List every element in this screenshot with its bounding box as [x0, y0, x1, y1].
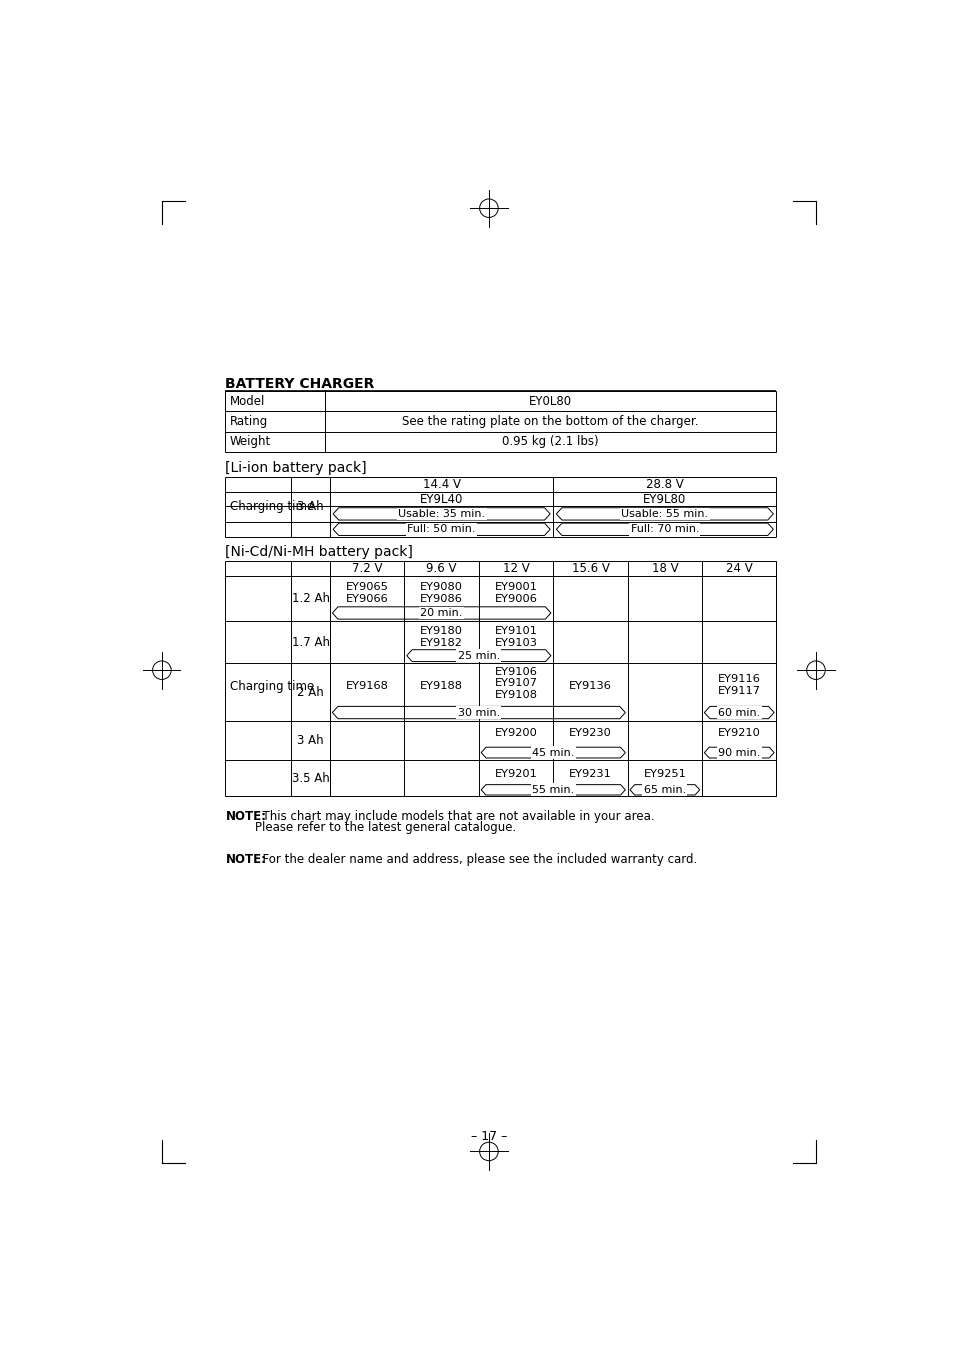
Text: EY9136: EY9136	[568, 682, 611, 691]
Text: EY9101
EY9103: EY9101 EY9103	[494, 626, 537, 648]
Text: EY9188: EY9188	[419, 682, 462, 691]
Text: Please refer to the latest general catalogue.: Please refer to the latest general catal…	[254, 821, 516, 834]
Text: EY9L80: EY9L80	[642, 493, 686, 506]
Text: 9.6 V: 9.6 V	[426, 562, 456, 575]
Text: EY9210: EY9210	[717, 728, 760, 737]
Text: [Ni-Cd/Ni-MH battery pack]: [Ni-Cd/Ni-MH battery pack]	[225, 544, 413, 559]
Text: This chart may include models that are not available in your area.: This chart may include models that are n…	[254, 810, 654, 824]
Text: – 17 –: – 17 –	[470, 1130, 507, 1142]
Text: EY9231: EY9231	[568, 768, 611, 779]
Text: 1.2 Ah: 1.2 Ah	[292, 593, 330, 605]
Text: 3 Ah: 3 Ah	[297, 734, 324, 747]
Text: EY9001
EY9006: EY9001 EY9006	[494, 582, 537, 603]
Text: EY9L40: EY9L40	[419, 493, 463, 506]
Text: 3 Ah: 3 Ah	[297, 501, 324, 513]
Text: EY9116
EY9117: EY9116 EY9117	[717, 675, 760, 697]
Text: [Li-ion battery pack]: [Li-ion battery pack]	[225, 460, 367, 475]
Text: Full: 50 min.: Full: 50 min.	[407, 524, 476, 535]
Text: EY9168: EY9168	[345, 682, 388, 691]
Text: EY9200: EY9200	[494, 729, 537, 738]
Text: 90 min.: 90 min.	[718, 748, 760, 757]
Text: 1.7 Ah: 1.7 Ah	[292, 636, 330, 648]
Text: EY9106
EY9107
EY9108: EY9106 EY9107 EY9108	[494, 667, 537, 701]
Text: Charging time: Charging time	[230, 501, 314, 513]
Text: Usable: 35 min.: Usable: 35 min.	[397, 509, 485, 518]
Text: 24 V: 24 V	[725, 562, 752, 575]
Text: Weight: Weight	[230, 435, 271, 448]
Text: 12 V: 12 V	[502, 562, 529, 575]
Text: 65 min.: 65 min.	[643, 784, 685, 795]
Text: See the rating plate on the bottom of the charger.: See the rating plate on the bottom of th…	[402, 414, 698, 428]
Text: EY9080
EY9086: EY9080 EY9086	[419, 582, 462, 603]
Text: NOTE:: NOTE:	[225, 810, 266, 824]
Text: 30 min.: 30 min.	[457, 707, 499, 718]
Text: NOTE:: NOTE:	[225, 853, 266, 865]
Text: 2 Ah: 2 Ah	[297, 686, 324, 699]
Text: Charging time: Charging time	[230, 680, 314, 693]
Text: EY9065
EY9066: EY9065 EY9066	[345, 582, 388, 603]
Text: 15.6 V: 15.6 V	[571, 562, 609, 575]
Text: Rating: Rating	[230, 414, 268, 428]
Text: Usable: 55 min.: Usable: 55 min.	[620, 509, 708, 518]
Text: Full: 70 min.: Full: 70 min.	[630, 524, 699, 535]
Text: 18 V: 18 V	[651, 562, 678, 575]
Text: For the dealer name and address, please see the included warranty card.: For the dealer name and address, please …	[254, 853, 697, 865]
Text: EY9251: EY9251	[642, 768, 685, 779]
Text: EY9201: EY9201	[494, 768, 537, 779]
Text: BATTERY CHARGER: BATTERY CHARGER	[225, 378, 375, 392]
Text: 55 min.: 55 min.	[532, 784, 574, 795]
Text: 28.8 V: 28.8 V	[645, 478, 683, 491]
Text: EY0L80: EY0L80	[528, 396, 572, 408]
Text: 45 min.: 45 min.	[532, 748, 574, 757]
Text: 0.95 kg (2.1 lbs): 0.95 kg (2.1 lbs)	[501, 435, 598, 448]
Text: EY9180
EY9182: EY9180 EY9182	[419, 626, 462, 648]
Text: 20 min.: 20 min.	[420, 608, 462, 618]
Text: 14.4 V: 14.4 V	[422, 478, 460, 491]
Text: 60 min.: 60 min.	[718, 707, 760, 718]
Text: 3.5 Ah: 3.5 Ah	[292, 771, 329, 784]
Text: 7.2 V: 7.2 V	[352, 562, 382, 575]
Text: EY9230: EY9230	[568, 729, 611, 738]
Text: 25 min.: 25 min.	[457, 651, 499, 660]
Text: Model: Model	[230, 396, 265, 408]
